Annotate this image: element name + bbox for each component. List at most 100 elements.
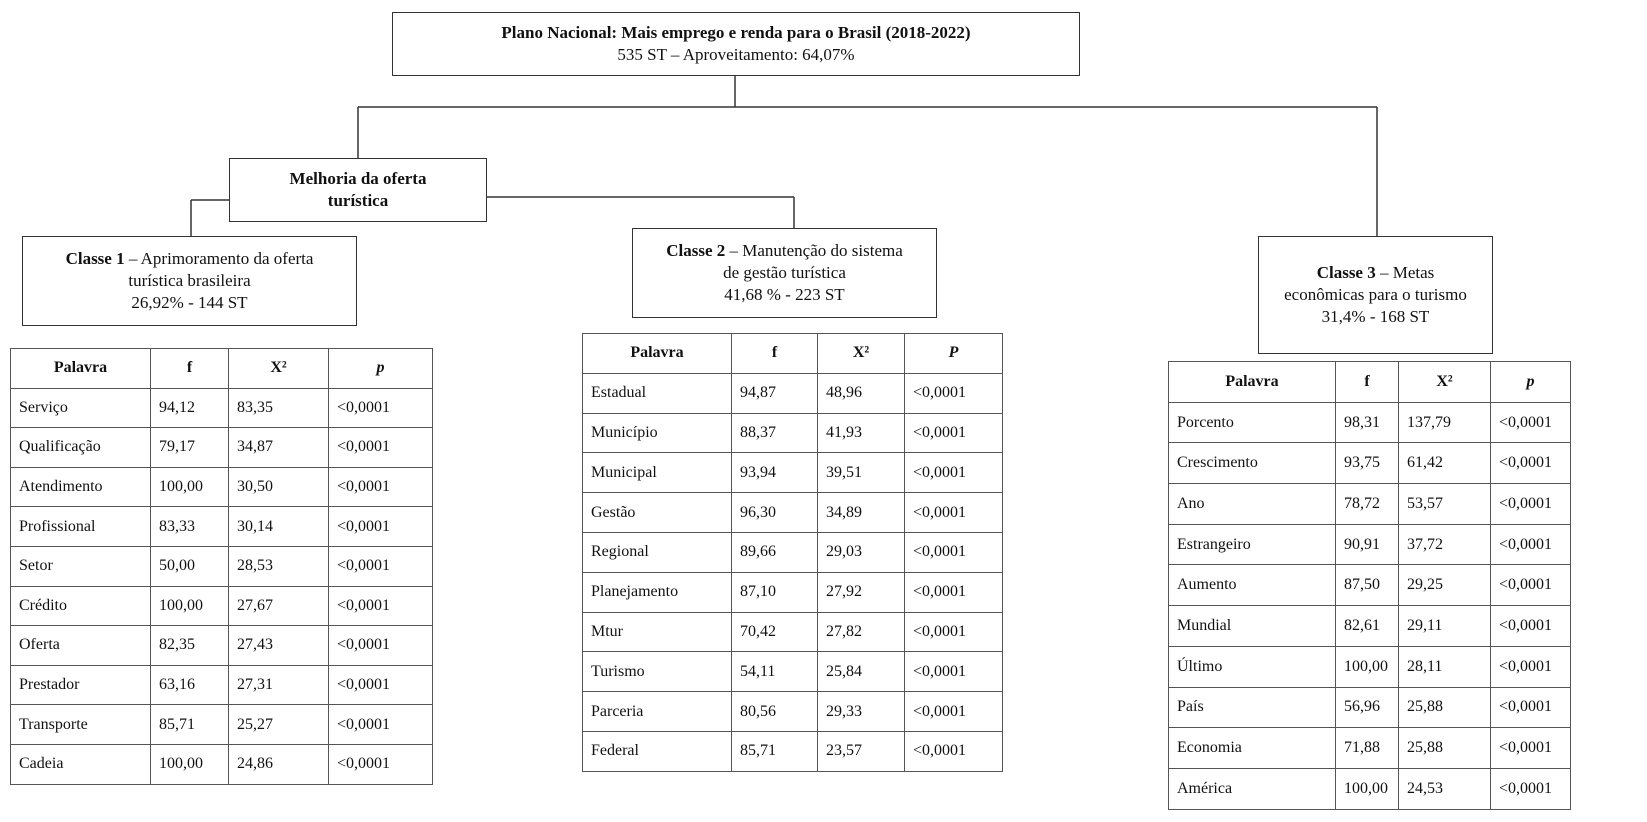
table-cell: <0,0001 xyxy=(328,585,433,627)
table-cell: <0,0001 xyxy=(328,387,433,429)
table-row: Qualificação 79,17 34,87 <0,0001 xyxy=(10,427,433,468)
table-cell: <0,0001 xyxy=(904,691,1003,732)
table-row: Municipal 93,94 39,51 <0,0001 xyxy=(582,452,1003,494)
table-cell: Ano xyxy=(1168,483,1336,525)
table-row: Regional 89,66 29,03 <0,0001 xyxy=(582,531,1003,573)
table-row: Federal 85,71 23,57 <0,0001 xyxy=(582,730,1003,772)
header-cell: Palavra xyxy=(582,333,732,374)
table-cell: Atendimento xyxy=(10,466,151,508)
table-cell: <0,0001 xyxy=(1490,564,1571,607)
table-cell: <0,0001 xyxy=(328,625,433,666)
table-cell: <0,0001 xyxy=(904,531,1003,573)
table-cell: 29,33 xyxy=(817,691,905,732)
table-cell: Crescimento xyxy=(1168,442,1336,485)
table-cell: Cadeia xyxy=(10,743,151,785)
table-cell: 27,67 xyxy=(228,585,329,627)
table-cell: 28,11 xyxy=(1398,645,1491,688)
table-cell: <0,0001 xyxy=(904,571,1003,613)
table-row: Cadeia 100,00 24,86 <0,0001 xyxy=(10,743,433,785)
header-cell: Palavra xyxy=(1168,361,1336,403)
header-cell: Palavra xyxy=(10,348,151,389)
table-row: América 100,00 24,53 <0,0001 xyxy=(1168,767,1571,810)
table-cell: 23,57 xyxy=(817,730,905,772)
table-cell: 30,50 xyxy=(228,466,329,508)
table-cell: <0,0001 xyxy=(328,743,433,785)
header-row: Palavra f X² p xyxy=(1168,361,1571,403)
header-cell: f xyxy=(1335,361,1399,403)
table-cell: <0,0001 xyxy=(1490,686,1571,729)
header-cell: f xyxy=(731,333,818,374)
table-cell: 93,75 xyxy=(1335,442,1399,485)
table-row: Último 100,00 28,11 <0,0001 xyxy=(1168,645,1571,688)
table-cell: <0,0001 xyxy=(1490,483,1571,525)
class-name: Classe 2 xyxy=(666,241,726,260)
table-row: Atendimento 100,00 30,50 <0,0001 xyxy=(10,466,433,508)
table-cell: 78,72 xyxy=(1335,483,1399,525)
table-cell: 24,53 xyxy=(1398,767,1491,810)
table-cell: Estrangeiro xyxy=(1168,523,1336,566)
table-cell: 25,84 xyxy=(817,651,905,693)
table-row: Planejamento 87,10 27,92 <0,0001 xyxy=(582,571,1003,613)
table-cell: 100,00 xyxy=(150,585,229,627)
table-cell: 63,16 xyxy=(150,664,229,706)
table-cell: Oferta xyxy=(10,625,151,666)
table-row: Crescimento 93,75 61,42 <0,0001 xyxy=(1168,442,1571,485)
class-description: – Metas econômicas para o turismo xyxy=(1284,263,1467,304)
header-cell: p xyxy=(1490,361,1571,403)
group-node: Melhoria da oferta turística xyxy=(229,158,487,222)
table-cell: 34,89 xyxy=(817,492,905,533)
table-cell: Parceria xyxy=(582,691,732,732)
table-row: Profissional 83,33 30,14 <0,0001 xyxy=(10,506,433,547)
table-cell: 29,25 xyxy=(1398,564,1491,607)
table-cell: 29,03 xyxy=(817,531,905,573)
table-cell: <0,0001 xyxy=(1490,523,1571,566)
table-cell: 71,88 xyxy=(1335,727,1399,769)
root-title: Plano Nacional: Mais emprego e renda par… xyxy=(501,23,971,42)
table-row: Gestão 96,30 34,89 <0,0001 xyxy=(582,492,1003,533)
class-heading: Classe 2 – Manutenção do sistema de gest… xyxy=(657,240,912,284)
header-cell: f xyxy=(150,348,229,389)
class-node: Classe 3 – Metas econômicas para o turis… xyxy=(1258,236,1493,354)
table-row: Oferta 82,35 27,43 <0,0001 xyxy=(10,625,433,666)
table-cell: 90,91 xyxy=(1335,523,1399,566)
table-row: Parceria 80,56 29,33 <0,0001 xyxy=(582,691,1003,732)
table-cell: <0,0001 xyxy=(1490,727,1571,769)
table-cell: <0,0001 xyxy=(1490,442,1571,485)
table-cell: 34,87 xyxy=(228,427,329,468)
table-cell: 27,82 xyxy=(817,611,905,653)
class-heading: Classe 1 – Aprimoramento da oferta turís… xyxy=(47,248,332,292)
header-cell: X² xyxy=(817,333,905,374)
table-cell: <0,0001 xyxy=(328,466,433,508)
root-subtitle: 535 ST – Aproveitamento: 64,07% xyxy=(617,45,855,64)
table-row: Porcento 98,31 137,79 <0,0001 xyxy=(1168,401,1571,444)
table-row: Município 88,37 41,93 <0,0001 xyxy=(582,412,1003,454)
table-cell: <0,0001 xyxy=(328,545,433,587)
table-cell: <0,0001 xyxy=(904,452,1003,494)
table-cell: Último xyxy=(1168,645,1336,688)
table-cell: Prestador xyxy=(10,664,151,706)
table-cell: Economia xyxy=(1168,727,1336,769)
table-cell: Planejamento xyxy=(582,571,732,613)
table-cell: Municipal xyxy=(582,452,732,494)
header-row: Palavra f X² P xyxy=(582,333,1003,374)
table-cell: <0,0001 xyxy=(904,412,1003,454)
table-row: Prestador 63,16 27,31 <0,0001 xyxy=(10,664,433,706)
table-cell: Mundial xyxy=(1168,605,1336,647)
table-row: Mundial 82,61 29,11 <0,0001 xyxy=(1168,605,1571,647)
table-cell: <0,0001 xyxy=(1490,401,1571,444)
table-cell: 79,17 xyxy=(150,427,229,468)
table-cell: <0,0001 xyxy=(328,427,433,468)
table-cell: 100,00 xyxy=(150,466,229,508)
table-cell: Município xyxy=(582,412,732,454)
table-cell: 25,27 xyxy=(228,704,329,745)
table-cell: <0,0001 xyxy=(1490,645,1571,688)
table-cell: 96,30 xyxy=(731,492,818,533)
class-node: Classe 2 – Manutenção do sistema de gest… xyxy=(632,228,937,318)
table-cell: 80,56 xyxy=(731,691,818,732)
table-cell: 82,61 xyxy=(1335,605,1399,647)
table-cell: País xyxy=(1168,686,1336,729)
table-cell: Crédito xyxy=(10,585,151,627)
root-node: Plano Nacional: Mais emprego e renda par… xyxy=(392,12,1080,76)
